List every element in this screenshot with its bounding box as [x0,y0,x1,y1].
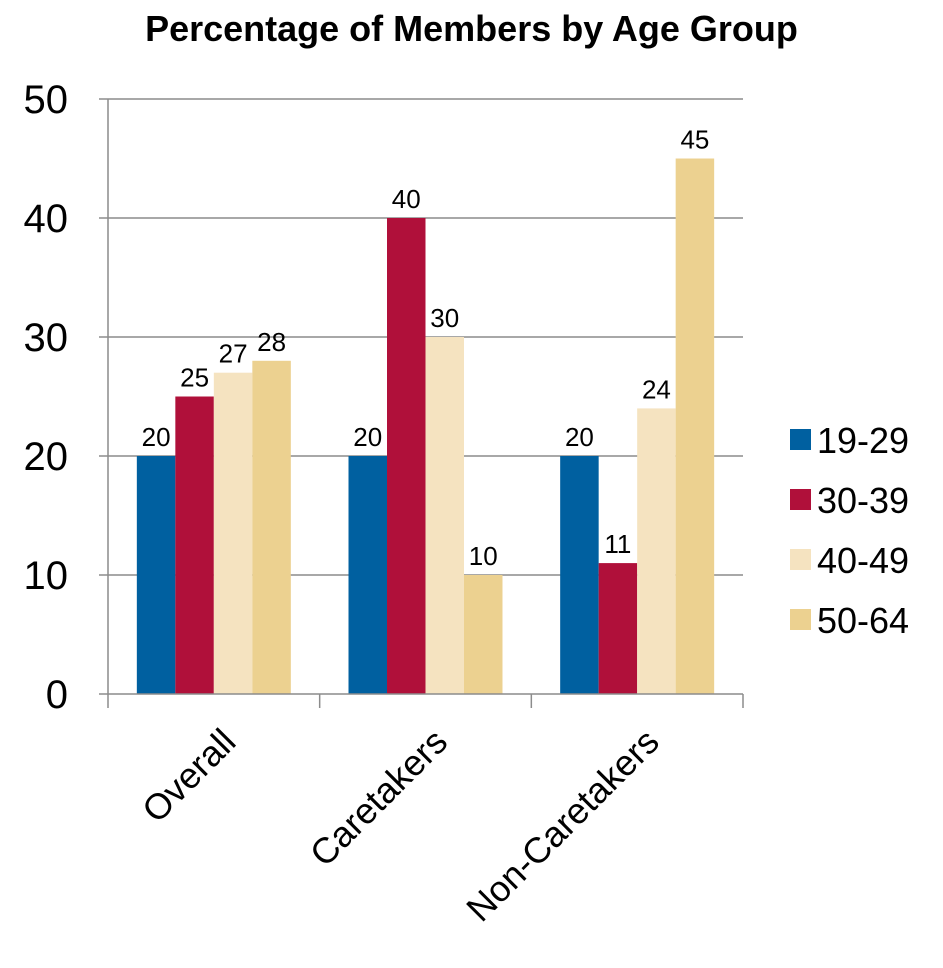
y-tick-label: 0 [46,673,68,717]
x-category-label: Caretakers [302,721,455,874]
data-label: 25 [180,363,209,393]
legend-label: 30-39 [817,480,909,521]
y-tick-label: 50 [24,78,69,122]
bar-40-49-Non-Caretakers [637,408,676,694]
x-category-label: Overall [134,721,244,831]
data-label: 40 [392,184,421,214]
bar-30-39-Caretakers [387,218,426,694]
data-label: 30 [430,303,459,333]
bar-40-49-Caretakers [425,337,464,694]
legend-label: 40-49 [817,540,909,581]
data-label: 20 [142,422,171,452]
bar-50-64-Caretakers [464,575,503,694]
data-label: 24 [642,374,671,404]
data-label: 45 [680,125,709,155]
legend: 19-29 30-39 40-49 50-64 [790,420,909,641]
bar-19-29-Overall [136,456,176,694]
bar-50-64-Non-Caretakers [675,158,715,694]
legend-label: 50-64 [817,600,909,641]
x-axis-category-labels: Overall Caretakers Non-Caretakers [134,721,667,930]
x-category-label: Non-Caretakers [458,721,667,930]
data-label: 10 [469,541,498,571]
legend-swatch-50-64 [790,609,811,630]
data-label: 28 [257,327,286,357]
bar-19-29-Caretakers [348,456,387,694]
y-tick-label: 40 [24,197,69,241]
legend-label: 19-29 [817,420,909,461]
bar-40-49-Overall [213,372,253,694]
data-label: 11 [604,529,631,559]
data-label: 27 [219,339,248,369]
data-label: 20 [353,422,382,452]
axes [99,98,744,708]
data-label: 20 [565,422,594,452]
bar-30-39-Non-Caretakers [598,563,638,694]
legend-swatch-30-39 [790,489,811,510]
bar-30-39-Overall [175,396,214,694]
bars [136,158,715,694]
chart-title: Percentage of Members by Age Group [145,8,798,49]
y-tick-label: 30 [24,316,69,360]
y-tick-label: 10 [24,554,69,598]
bar-19-29-Non-Caretakers [560,456,599,694]
data-labels: 20 25 27 28 20 40 30 10 20 11 24 45 [142,125,710,572]
legend-swatch-19-29 [790,429,811,450]
legend-swatch-40-49 [790,549,811,570]
y-axis-tick-labels: 0 10 20 30 40 50 [24,78,69,717]
bar-50-64-Overall [252,360,291,694]
y-tick-label: 20 [24,435,69,479]
